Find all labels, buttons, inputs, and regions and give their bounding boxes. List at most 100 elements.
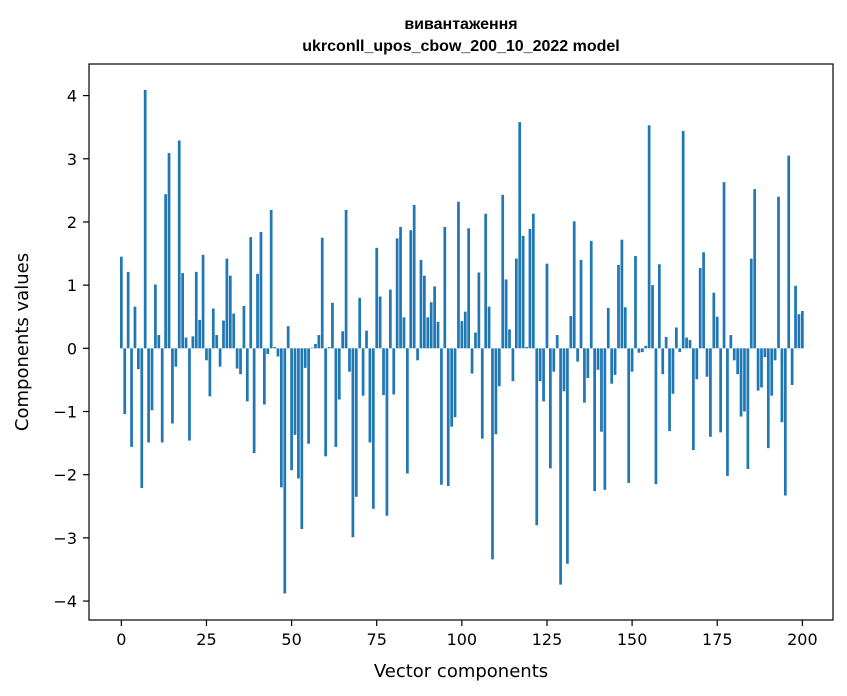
bar: [443, 227, 447, 349]
plot-area-frame: [88, 63, 834, 621]
bar: [508, 329, 511, 349]
y-tick-label: 3: [67, 150, 77, 169]
bar: [344, 209, 348, 349]
bar: [140, 348, 144, 488]
bar: [123, 348, 127, 415]
bar: [501, 194, 505, 349]
bar: [354, 348, 358, 497]
bar: [542, 348, 545, 402]
bar: [685, 337, 688, 349]
y-tick-label: 1: [67, 276, 77, 295]
bar: [331, 302, 334, 349]
bar: [586, 348, 590, 379]
bar: [361, 348, 365, 396]
bar: [419, 259, 423, 349]
bar: [375, 247, 379, 349]
bar: [334, 348, 338, 447]
bar: [371, 348, 375, 509]
bar: [211, 308, 215, 349]
chart-title: вивантаження: [404, 16, 517, 33]
bar: [126, 271, 130, 349]
bar: [245, 348, 249, 402]
bar: [634, 256, 637, 349]
bar: [688, 340, 692, 349]
bar: [800, 311, 804, 349]
bar: [225, 258, 229, 349]
bar: [511, 348, 515, 382]
bar: [130, 348, 133, 447]
bar: [787, 155, 791, 349]
bar: [433, 286, 436, 349]
bar: [630, 348, 634, 372]
bar: [263, 348, 266, 405]
bar: [239, 348, 242, 375]
bar: [627, 348, 631, 483]
bar: [215, 335, 219, 349]
bar: [709, 348, 712, 437]
bar: [766, 348, 770, 449]
x-tick-label: 25: [196, 630, 216, 649]
bar: [232, 313, 236, 349]
bar: [436, 321, 440, 349]
bar: [654, 348, 658, 485]
bar: [450, 348, 453, 427]
bar: [303, 348, 307, 368]
bar: [188, 348, 191, 441]
bar: [487, 306, 491, 349]
bar: [719, 348, 722, 433]
bar: [497, 348, 501, 387]
bar: [531, 213, 535, 349]
bar: [208, 348, 212, 397]
bar: [194, 271, 198, 349]
bar: [596, 348, 600, 370]
bar: [783, 348, 787, 496]
bar: [242, 305, 246, 349]
bar: [273, 347, 276, 349]
bar: [300, 348, 304, 530]
bar: [412, 204, 416, 349]
bar: [797, 314, 801, 349]
bar: [681, 130, 685, 349]
bar: [518, 122, 522, 349]
bar: [293, 348, 297, 435]
y-tick-label: 0: [67, 339, 77, 358]
bars-group: [119, 89, 804, 594]
bar: [736, 348, 740, 375]
y-tick-label: 4: [67, 87, 77, 106]
bar: [317, 335, 321, 349]
bar: [235, 348, 239, 369]
bar: [695, 348, 699, 380]
bar: [426, 317, 430, 349]
bar: [770, 348, 774, 396]
bar: [494, 348, 498, 435]
bar: [739, 348, 743, 417]
bar: [133, 306, 137, 349]
bar: [589, 240, 593, 349]
bar: [320, 237, 324, 349]
bar: [675, 327, 678, 349]
bar: [276, 348, 280, 357]
bar: [572, 221, 576, 349]
bar: [647, 125, 651, 349]
bar: [358, 297, 362, 349]
bar: [314, 343, 317, 349]
bar: [382, 348, 385, 396]
bar: [119, 256, 123, 349]
bar: [249, 237, 253, 349]
bar: [474, 332, 477, 349]
bar: [715, 316, 719, 349]
bar: [794, 285, 797, 349]
x-tick-label: 200: [787, 630, 818, 649]
bar: [399, 227, 402, 349]
bar: [712, 292, 716, 349]
y-tick-label: −4: [53, 592, 77, 611]
bar: [280, 348, 283, 488]
bar: [702, 252, 705, 349]
bar: [392, 348, 396, 395]
bar: [395, 238, 399, 349]
bar: [191, 336, 195, 349]
bar: [525, 347, 528, 349]
bar: [157, 335, 161, 349]
bar: [351, 348, 355, 538]
x-tick-label: 0: [116, 630, 126, 649]
